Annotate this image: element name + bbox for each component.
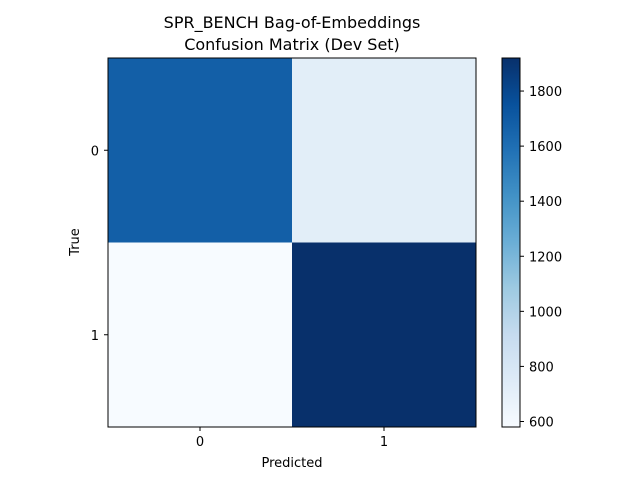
x-tick-label: 1 <box>380 435 388 450</box>
colorbar <box>501 57 521 428</box>
colorbar-tick-label: 600 <box>529 415 554 430</box>
colorbar-ticks: 600 800 1000 1200 1400 1600 1800 <box>520 85 562 430</box>
y-axis-label: True <box>68 228 83 257</box>
heatmap-cell-1-0 <box>108 242 292 427</box>
heatmap-cells <box>108 58 476 427</box>
colorbar-tick-label: 1400 <box>529 195 562 210</box>
plot-frame <box>107 57 477 428</box>
colorbar-tick-label: 1800 <box>529 85 562 100</box>
heatmap-cell-0-0 <box>108 58 292 243</box>
heatmap-cell-1-1 <box>292 242 476 427</box>
heatmap-cell-0-1 <box>292 58 476 243</box>
colorbar-tick-label: 800 <box>529 360 554 375</box>
x-axis-label: Predicted <box>261 456 322 471</box>
y-tick-label: 1 <box>91 329 99 344</box>
x-tick-label: 0 <box>196 435 204 450</box>
y-tick-label: 0 <box>91 144 99 159</box>
colorbar-tick-label: 1600 <box>529 140 562 155</box>
colorbar-tick-label: 1200 <box>529 250 562 265</box>
chart-title-line-1: SPR_BENCH Bag-of-Embeddings <box>164 13 421 33</box>
chart-title-line-2: Confusion Matrix (Dev Set) <box>184 35 400 54</box>
y-axis-ticks: 01 <box>91 144 108 344</box>
colorbar-tick-label: 1000 <box>529 305 562 320</box>
